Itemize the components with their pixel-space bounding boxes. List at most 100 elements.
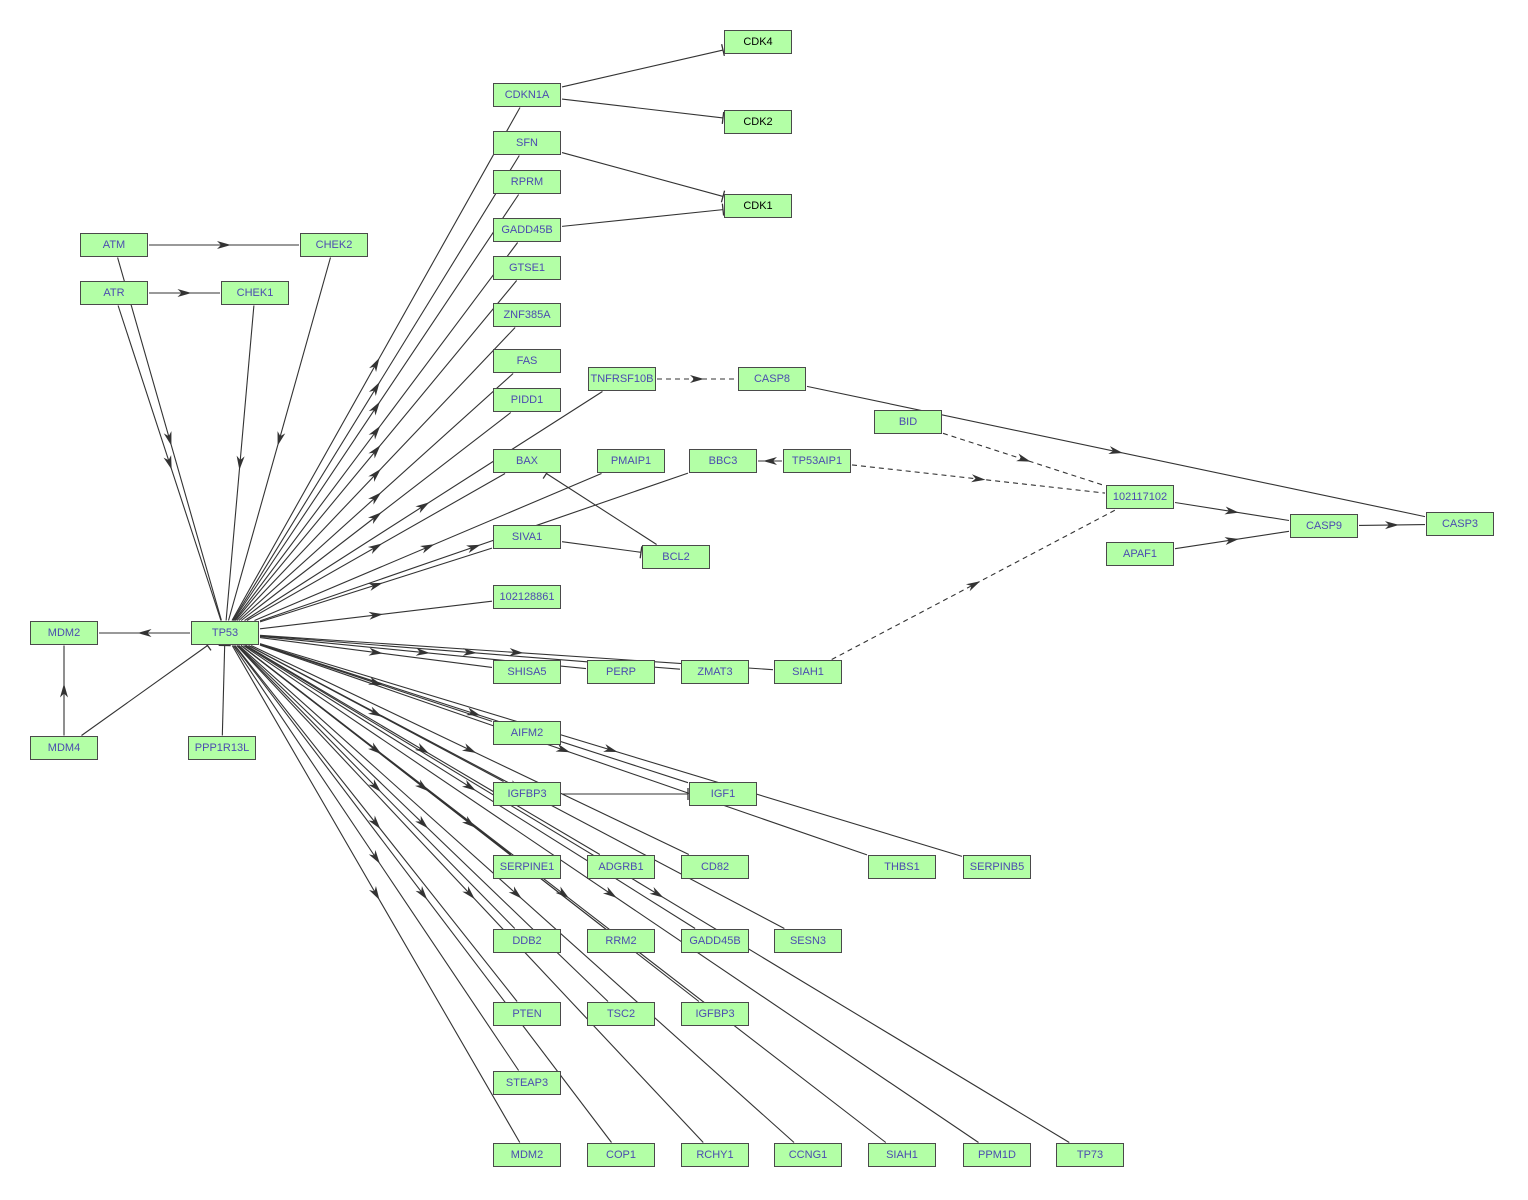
node-pten[interactable]: PTEN	[493, 1002, 561, 1026]
node-perp[interactable]: PERP	[587, 660, 655, 684]
edge-CDKN1A-CDK2	[561, 98, 724, 119]
node-chek2[interactable]: CHEK2	[300, 233, 368, 257]
edge-MDM4-TP53	[81, 645, 208, 736]
node-mdm2_b[interactable]: MDM2	[493, 1143, 561, 1167]
node-ppm1d[interactable]: PPM1D	[963, 1143, 1031, 1167]
arrowhead	[461, 743, 477, 754]
node-siah1_b[interactable]: SIAH1	[868, 1143, 936, 1167]
node-atr[interactable]: ATR	[80, 281, 148, 305]
edge-PPP1R13L-TP53	[221, 645, 226, 736]
inhibition-bar	[721, 203, 725, 216]
inhibition-bar	[721, 111, 725, 124]
node-tp53[interactable]: TP53	[191, 621, 259, 645]
inhibition-bar	[721, 44, 725, 57]
arrowhead	[368, 401, 380, 416]
node-tp53aip1[interactable]: TP53AIP1	[783, 449, 851, 473]
node-bid[interactable]: BID	[874, 410, 942, 434]
node-n102128861[interactable]: 102128861	[493, 585, 561, 609]
arrowhead	[555, 743, 571, 753]
node-serpine1[interactable]: SERPINE1	[493, 855, 561, 879]
node-tsc2[interactable]: TSC2	[587, 1002, 655, 1026]
node-tnfrsf10b[interactable]: TNFRSF10B	[588, 367, 656, 391]
node-aifm2[interactable]: AIFM2	[493, 721, 561, 745]
node-gadd45b[interactable]: GADD45B	[493, 218, 561, 242]
arrowhead	[415, 647, 430, 656]
arrowhead	[368, 611, 383, 620]
arrowhead	[368, 849, 380, 864]
arrowhead	[368, 512, 382, 524]
node-casp9[interactable]: CASP9	[1290, 514, 1358, 538]
arrowhead	[466, 707, 481, 716]
node-tp73[interactable]: TP73	[1056, 1143, 1124, 1167]
node-chek1[interactable]: CHEK1	[221, 281, 289, 305]
arrowhead	[369, 357, 380, 373]
node-gtse1[interactable]: GTSE1	[493, 256, 561, 280]
node-fas[interactable]: FAS	[493, 349, 561, 373]
node-casp8[interactable]: CASP8	[738, 367, 806, 391]
arrowhead	[1016, 453, 1031, 462]
node-igfbp3[interactable]: IGFBP3	[493, 782, 561, 806]
node-cdkn1a[interactable]: CDKN1A	[493, 83, 561, 107]
arrowhead	[1384, 521, 1399, 530]
edge-GADD45B-CDK1	[561, 209, 724, 227]
arrowhead	[415, 886, 428, 900]
arrowhead	[690, 375, 704, 383]
node-shisa5[interactable]: SHISA5	[493, 660, 561, 684]
node-pidd1[interactable]: PIDD1	[493, 388, 561, 412]
arrowhead	[163, 455, 172, 470]
node-ccng1[interactable]: CCNG1	[774, 1143, 842, 1167]
arrowhead	[368, 425, 381, 440]
node-siah1[interactable]: SIAH1	[774, 660, 842, 684]
arrowhead	[137, 629, 152, 637]
node-cdk4[interactable]: CDK4	[724, 30, 792, 54]
node-adgrb1[interactable]: ADGRB1	[587, 855, 655, 879]
arrowhead	[367, 543, 383, 554]
arrowhead	[419, 544, 435, 554]
node-rchy1[interactable]: RCHY1	[681, 1143, 749, 1167]
node-cd82[interactable]: CD82	[681, 855, 749, 879]
node-rrm2[interactable]: RRM2	[587, 929, 655, 953]
node-bcl2[interactable]: BCL2	[642, 545, 710, 569]
arrowhead	[466, 544, 481, 554]
node-znf385a[interactable]: ZNF385A	[493, 303, 561, 327]
node-steap3[interactable]: STEAP3	[493, 1071, 561, 1095]
node-siva1[interactable]: SIVA1	[493, 525, 561, 549]
node-n102117102[interactable]: 102117102	[1106, 485, 1174, 509]
node-sfn[interactable]: SFN	[493, 131, 561, 155]
node-bax[interactable]: BAX	[493, 449, 561, 473]
node-gadd45b_b[interactable]: GADD45B	[681, 929, 749, 953]
inhibition-bar	[720, 190, 726, 203]
node-igf1[interactable]: IGF1	[689, 782, 757, 806]
arrowhead	[414, 742, 430, 754]
node-cdk2[interactable]: CDK2	[724, 110, 792, 134]
node-thbs1[interactable]: THBS1	[868, 855, 936, 879]
inhibition-bar	[639, 546, 643, 559]
node-bbc3[interactable]: BBC3	[689, 449, 757, 473]
node-casp3[interactable]: CASP3	[1426, 512, 1494, 536]
arrowhead	[462, 647, 477, 656]
node-ppp1r13l[interactable]: PPP1R13L	[188, 736, 256, 760]
node-zmat3[interactable]: ZMAT3	[681, 660, 749, 684]
node-cop1[interactable]: COP1	[587, 1143, 655, 1167]
node-sesn3[interactable]: SESN3	[774, 929, 842, 953]
arrowhead	[368, 382, 380, 397]
node-serpinb5[interactable]: SERPINB5	[963, 855, 1031, 879]
node-mdm2[interactable]: MDM2	[30, 621, 98, 645]
arrowhead	[368, 468, 381, 482]
node-atm[interactable]: ATM	[80, 233, 148, 257]
node-mdm4[interactable]: MDM4	[30, 736, 98, 760]
node-apaf1[interactable]: APAF1	[1106, 542, 1174, 566]
arrowhead	[368, 815, 381, 829]
node-ddb2[interactable]: DDB2	[493, 929, 561, 953]
arrowhead	[236, 455, 245, 470]
node-rprm[interactable]: RPRM	[493, 170, 561, 194]
node-igfbp3_b[interactable]: IGFBP3	[681, 1002, 749, 1026]
arrowhead	[603, 744, 618, 753]
node-cdk1[interactable]: CDK1	[724, 194, 792, 218]
arrowhead	[461, 779, 476, 791]
arrowhead	[462, 886, 475, 900]
arrowhead	[277, 431, 286, 446]
arrowhead	[509, 648, 524, 657]
node-pmaip1[interactable]: PMAIP1	[597, 449, 665, 473]
